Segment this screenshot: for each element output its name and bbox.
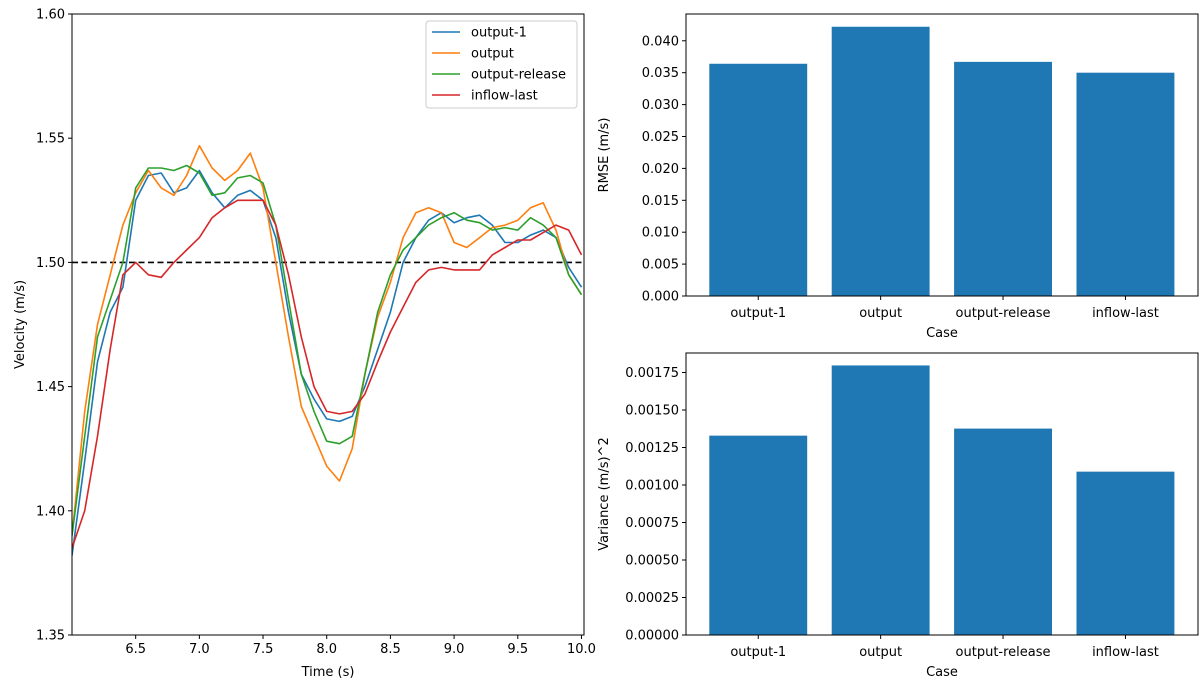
rmse-bar-chart: output-1 output output-release inflow-last C… [597,13,1199,341]
y-tick-label: 0.015 [642,194,679,209]
series-line-output-release [72,164,583,536]
x-tick-label: output-release [956,306,1051,321]
y-tick-label: 0.00000 [625,629,679,644]
y-tick-label: 0.025 [642,130,679,145]
y-tick-label: 0.005 [642,258,679,273]
x-tick-label: 6.5 [125,642,146,657]
y-axis-label: RMSE (m/s) [597,118,612,193]
y-tick-label: 0.00175 [625,366,679,381]
legend: output-1 output output-release inflow-last [425,20,578,109]
bar-output-1 [709,63,808,296]
y-tick-label: 0.030 [642,98,679,113]
y-tick-label: 1.35 [36,629,65,644]
y-tick-label: 0.00150 [625,404,679,419]
x-tick-label: output [859,645,902,660]
y-tick-label: 0.010 [642,226,679,241]
axes-frame [71,13,585,636]
x-tick-label: 8.0 [316,642,337,657]
series-line-output-1 [72,169,583,556]
y-tick-label: 1.45 [36,380,65,395]
y-tick-label: 1.50 [36,256,65,271]
bar-output-release [954,61,1052,296]
y-axis-label: Variance (m/s)^2 [597,437,612,550]
axes-frame [685,13,1199,297]
bar-output-1 [709,435,808,635]
x-tick-label: output-release [956,645,1051,660]
x-tick-label: output [859,306,902,321]
x-tick-label: inflow-last [1092,306,1159,321]
x-tick-label: 7.0 [189,642,210,657]
x-tick-label: 7.5 [253,642,274,657]
velocity-line-chart: 6.5 7.0 7.5 8.0 8.5 9.0 9.5 10.0 Time (s) 1.35 1.4… [13,8,596,681]
x-tick-label: 9.0 [444,642,465,657]
y-tick-label: 1.40 [36,504,65,519]
y-tick-label: 0.035 [642,66,679,81]
legend-label: output-1 [471,26,527,41]
variance-bar-chart: output-1 output output-release inflow-last C… [597,352,1199,680]
legend-label: output-release [471,68,566,83]
legend-label: inflow-last [471,89,538,104]
y-tick-label: 0.00100 [625,479,679,494]
x-tick-label: output-1 [730,306,786,321]
y-tick-label: 0.000 [642,290,679,305]
y-tick-label: 0.020 [642,162,679,177]
series-line-inflow-last [72,199,583,549]
x-tick-label: inflow-last [1092,645,1159,660]
x-tick-label: 10.0 [567,642,596,657]
y-tick-label: 0.00050 [625,554,679,569]
x-axis-label: Case [926,665,958,680]
axes-frame [685,352,1199,636]
x-tick-label: 8.5 [380,642,401,657]
legend-label: output [471,47,514,62]
legend-box [425,20,578,109]
x-tick-label: output-1 [730,645,786,660]
bar-inflow-last [1076,471,1175,635]
x-tick-label: 9.5 [507,642,528,657]
y-tick-label: 1.55 [36,132,65,147]
bar-output [831,365,930,635]
bar-output [831,26,930,296]
series-line-output [72,144,583,536]
y-axis-label: Velocity (m/s) [13,280,28,369]
y-tick-label: 0.00075 [625,516,679,531]
y-tick-label: 0.00125 [625,441,679,456]
y-tick-label: 1.60 [36,8,65,23]
x-axis-label: Case [926,326,958,341]
bar-inflow-last [1076,72,1175,296]
x-axis-label: Time (s) [301,665,355,680]
bar-output-release [954,428,1052,635]
y-tick-label: 0.00025 [625,591,679,606]
y-tick-label: 0.040 [642,34,679,49]
